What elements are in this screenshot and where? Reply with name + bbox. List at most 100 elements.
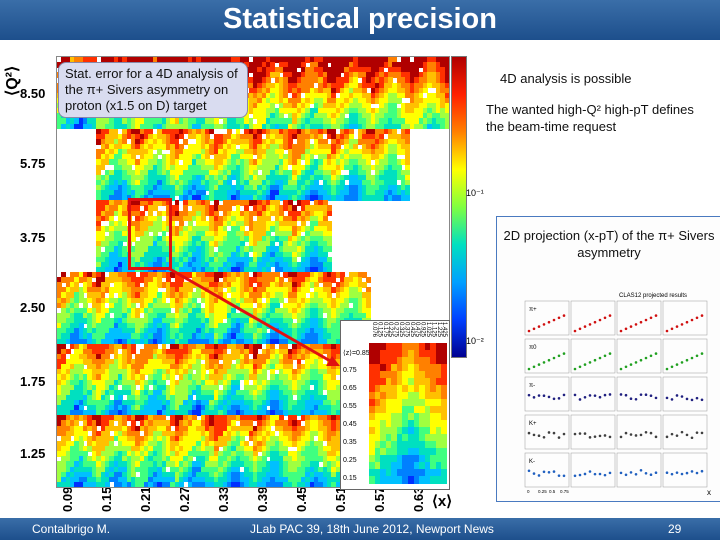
heatmap-cell [353, 92, 359, 99]
heatmap-cell [178, 118, 184, 125]
heatmap-cell [357, 67, 363, 73]
heatmap-cell [287, 87, 293, 94]
heatmap-cell [279, 62, 284, 68]
heatmap-cell [361, 108, 367, 114]
heatmap-cell [305, 57, 311, 63]
heatmap-cell [427, 92, 433, 99]
heatmap-cell [226, 57, 232, 63]
heatmap-cell [248, 67, 254, 73]
heatmap-cell [96, 184, 102, 191]
heatmap-cell [270, 118, 276, 125]
heatmap-cell [144, 57, 149, 63]
heatmap-cell [327, 92, 332, 99]
heatmap-cell [431, 57, 437, 63]
heatmap-cell [348, 97, 354, 104]
heatmap-cell [109, 174, 115, 181]
heatmap-cell [274, 72, 280, 78]
heatmap-cell [379, 87, 385, 94]
heatmap-cell [388, 57, 393, 63]
heatmap-cell [287, 77, 293, 84]
heatmap-cell [122, 195, 128, 201]
heatmap-cell [279, 113, 284, 119]
heatmap-cell [327, 103, 332, 109]
heatmap-cell [331, 77, 337, 84]
heatmap-cell [379, 82, 385, 89]
heatmap-cell [374, 72, 380, 78]
heatmap-cell [96, 154, 102, 160]
heatmap-cell [418, 118, 424, 125]
heatmap-cell [305, 82, 311, 89]
heatmap-cell [357, 118, 363, 125]
heatmap-cell [65, 123, 71, 130]
heatmap-cell [427, 62, 433, 68]
heatmap-cell [418, 77, 424, 84]
heatmap-cell [401, 82, 406, 89]
heatmap-cell [292, 123, 298, 130]
heatmap-cell [370, 118, 376, 125]
heatmap-cell [335, 113, 341, 119]
heatmap-cell [300, 82, 306, 89]
heatmap-cell [117, 57, 123, 63]
heatmap-cell [405, 195, 411, 201]
heatmap-cell [435, 72, 441, 78]
heatmap-cell [261, 87, 267, 94]
heatmap-cell [331, 97, 337, 104]
heatmap-cell [266, 103, 271, 109]
heatmap-cell [440, 113, 446, 119]
heatmap-cell [344, 92, 350, 99]
heatmap-cell [261, 118, 267, 125]
heatmap-cell [283, 103, 289, 109]
x-tick-label: 0.27 [177, 486, 192, 512]
heatmap-cell [157, 123, 163, 130]
heatmap-cell [104, 190, 110, 196]
heatmap-cell [61, 118, 67, 125]
heatmap-cell [135, 123, 141, 130]
heatmap-cell [388, 92, 393, 99]
heatmap-cell [117, 159, 123, 165]
heatmap-cell [361, 87, 367, 94]
heatmap-cell [414, 108, 419, 114]
heatmap-cell [300, 77, 306, 84]
heatmap-cell [109, 195, 115, 201]
heatmap-cell [248, 123, 254, 130]
heatmap-cell [157, 138, 163, 145]
heatmap-cell [331, 62, 337, 68]
heatmap-cell [440, 82, 446, 89]
heatmap-cell [196, 57, 202, 63]
x-axis-label: ⟨x⟩ [432, 493, 453, 510]
heatmap-cell [366, 277, 372, 283]
heatmap-cell [57, 123, 62, 130]
heatmap-cell [187, 57, 193, 63]
heatmap-cell [292, 82, 298, 89]
heatmap-cell [414, 118, 419, 125]
heatmap-cell [253, 108, 258, 114]
heatmap-cell [392, 72, 398, 78]
heatmap-cell [117, 138, 123, 145]
heatmap-cell [331, 92, 337, 99]
heatmap-cell [283, 108, 289, 114]
heatmap-cell [322, 62, 328, 68]
heatmap-cell [270, 87, 276, 94]
heatmap-cell [318, 92, 324, 99]
heatmap-cell [248, 92, 254, 99]
heatmap-cell [117, 118, 123, 125]
heatmap-cell [100, 118, 106, 125]
heatmap-cell [392, 57, 398, 63]
heatmap-cell [435, 67, 441, 73]
q2-axis-label: ⟨Q²⟩ [4, 65, 21, 96]
heatmap-cell [122, 169, 128, 176]
heatmap-cell [122, 133, 128, 140]
heatmap-cell [104, 128, 110, 135]
heatmap-cell [270, 92, 276, 99]
heatmap-cell [309, 123, 315, 130]
heatmap-cell [414, 103, 419, 109]
heatmap-cell [222, 118, 228, 125]
heatmap-cell [126, 179, 132, 186]
heatmap-cell [257, 118, 263, 125]
heatmap-cell [409, 108, 415, 114]
heatmap-cell [266, 82, 271, 89]
heatmap-cell [296, 123, 302, 130]
x-tick-label: 0.21 [138, 486, 153, 512]
heatmap-cell [370, 113, 376, 119]
heatmap-cell [357, 92, 363, 99]
